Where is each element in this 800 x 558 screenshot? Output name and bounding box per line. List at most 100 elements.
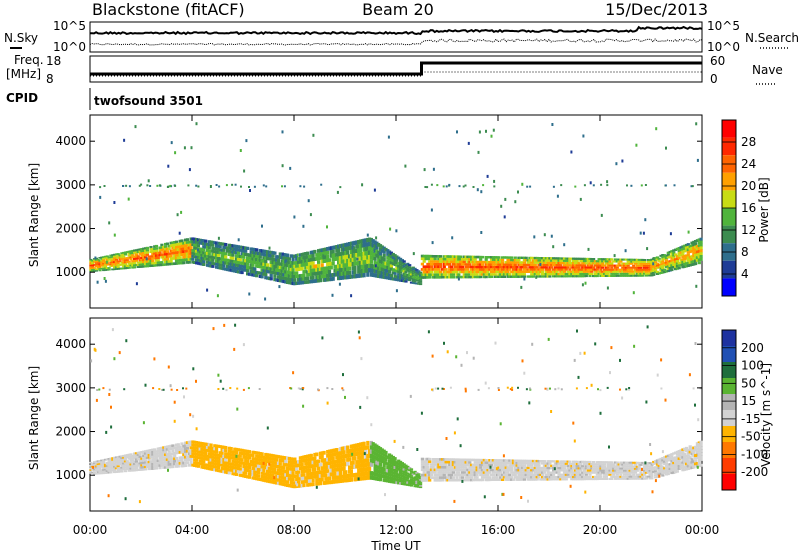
heatmap-cell	[428, 458, 431, 461]
heatmap-cell	[139, 454, 142, 456]
scatter-echo	[218, 186, 220, 188]
heatmap-cell	[248, 450, 251, 453]
scatter-echo	[269, 247, 271, 250]
heatmap-cell	[208, 252, 211, 255]
heatmap-cell	[547, 469, 550, 471]
heatmap-cell	[188, 261, 191, 264]
heatmap-cell	[324, 473, 327, 477]
heatmap-cell	[135, 467, 138, 469]
scatter-echo	[104, 277, 106, 280]
heatmap-cell	[700, 241, 703, 244]
heatmap-cell	[541, 269, 544, 271]
scatter-echo	[500, 205, 502, 208]
scatter-echo	[308, 199, 310, 202]
heatmap-cell	[417, 473, 420, 475]
heatmap-cell	[173, 455, 176, 458]
scatter-echo	[436, 184, 438, 186]
heatmap-cell	[443, 266, 446, 269]
heatmap-cell	[366, 445, 369, 449]
heatmap-cell	[98, 267, 101, 269]
heatmap-cell	[639, 267, 642, 269]
scatter-echo	[493, 185, 495, 187]
heatmap-cell	[215, 448, 218, 451]
heatmap-cell	[248, 457, 251, 460]
scatter-echo	[171, 141, 173, 144]
heatmap-cell	[578, 262, 581, 264]
scatter-echo	[570, 151, 572, 154]
heatmap-cell	[210, 444, 213, 447]
heatmap-cell	[627, 265, 630, 267]
heatmap-cell	[465, 466, 468, 469]
heatmap-cell	[186, 461, 189, 464]
heatmap-cell	[202, 260, 205, 263]
heatmap-cell	[547, 465, 550, 467]
heatmap-cell	[286, 470, 289, 473]
nave-tick-bottom: 0	[710, 72, 718, 86]
heatmap-cell	[698, 261, 701, 264]
heatmap-cell	[315, 453, 318, 457]
scatter-echo	[357, 258, 359, 261]
heatmap-cell	[180, 459, 183, 462]
heatmap-cell	[317, 460, 320, 464]
heatmap-cell	[270, 274, 273, 277]
scatter-echo	[521, 183, 523, 186]
heatmap-cell	[350, 478, 353, 482]
scatter-echo	[353, 247, 355, 250]
freq-tick-bottom: 8	[46, 72, 54, 86]
scatter-echo	[585, 282, 587, 285]
scatter-echo	[156, 185, 158, 187]
heatmap-cell	[204, 240, 207, 243]
heatmap-cell	[599, 269, 602, 271]
scatter-echo	[184, 146, 186, 149]
heatmap-cell	[508, 273, 511, 275]
heatmap-cell	[394, 457, 397, 460]
nave-label: Nave	[752, 63, 783, 77]
heatmap-cell	[428, 479, 431, 482]
heatmap-cell	[228, 471, 231, 474]
heatmap-cell	[421, 458, 424, 461]
heatmap-cell	[284, 460, 287, 463]
heatmap-cell	[313, 468, 316, 472]
heatmap-cell	[568, 269, 571, 271]
heatmap-cell	[523, 273, 526, 275]
scatter-echo	[180, 211, 182, 214]
heatmap-cell	[333, 472, 336, 476]
heatmap-cell	[536, 266, 539, 268]
heatmap-cell	[523, 464, 526, 466]
scatter-echo	[339, 283, 341, 286]
heatmap-cell	[332, 261, 335, 265]
heatmap-cell	[184, 453, 187, 456]
scatter-echo	[560, 184, 562, 186]
scatter-echo	[446, 185, 448, 187]
heatmap-cell	[437, 268, 440, 271]
scatter-echo	[517, 191, 519, 194]
heatmap-cell	[643, 261, 646, 263]
scatter-echo	[468, 142, 470, 145]
scatter-echo	[514, 200, 516, 203]
heatmap-cell	[261, 452, 264, 455]
heatmap-cell	[264, 273, 267, 276]
heatmap-cell	[326, 255, 329, 259]
heatmap-cell	[301, 463, 304, 467]
heatmap-cell	[93, 472, 96, 474]
scatter-echo	[480, 231, 482, 234]
scatter-echo	[665, 147, 667, 150]
heatmap-cell	[452, 276, 455, 279]
heatmap-cell	[352, 461, 355, 465]
heatmap-cell	[670, 269, 673, 271]
heatmap-cell	[202, 248, 205, 251]
heatmap-cell	[434, 471, 437, 474]
heatmap-cell	[184, 464, 187, 467]
scatter-echo	[600, 184, 602, 186]
noise-left-label: N.Sky	[4, 31, 38, 45]
scatter-echo	[281, 185, 283, 187]
heatmap-cell	[641, 275, 644, 277]
heatmap-cell	[527, 467, 530, 469]
scatter-echo	[332, 294, 334, 297]
heatmap-cell	[481, 256, 484, 259]
heatmap-cell	[583, 264, 586, 266]
heatmap-cell	[603, 265, 606, 267]
heatmap-cell	[270, 277, 273, 280]
scatter-echo	[113, 201, 115, 204]
heatmap-cell	[610, 258, 613, 260]
